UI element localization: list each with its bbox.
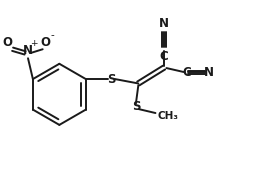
Text: N: N	[159, 17, 169, 30]
Text: CH₃: CH₃	[158, 111, 179, 121]
Text: C: C	[160, 50, 168, 63]
Text: O: O	[41, 36, 51, 49]
Text: S: S	[107, 73, 116, 86]
Text: +: +	[30, 39, 37, 48]
Text: N: N	[23, 44, 33, 57]
Text: O: O	[3, 36, 13, 49]
Text: -: -	[50, 30, 54, 40]
Text: C: C	[182, 66, 191, 79]
Text: N: N	[204, 66, 213, 79]
Text: S: S	[132, 100, 140, 113]
